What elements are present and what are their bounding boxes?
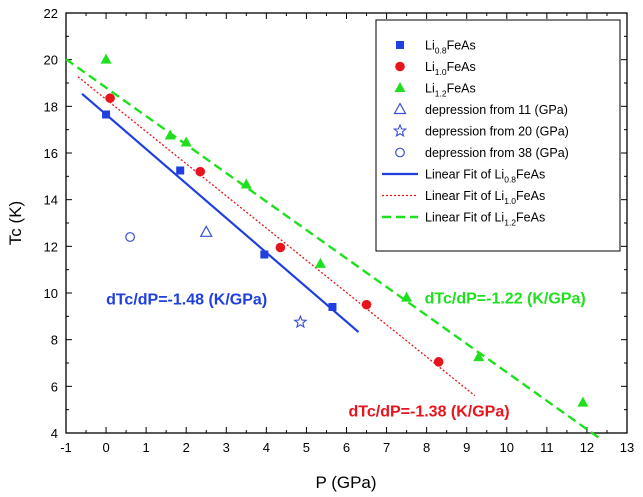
x-tick-label: 8 xyxy=(423,440,430,455)
legend-label: Li1.2FeAs xyxy=(425,82,476,99)
legend-label-part: Linear Fit of xyxy=(425,211,494,225)
fit-lines xyxy=(65,58,600,439)
x-tick-label: 3 xyxy=(223,440,230,455)
legend-label-part: FeAs xyxy=(516,211,545,225)
legend-marker-dep38 xyxy=(395,147,405,158)
x-tick-label: 7 xyxy=(383,440,390,455)
legend-label-subscript: 1.0 xyxy=(435,67,447,77)
legend-label-subscript: 1.2 xyxy=(504,218,516,228)
fit-line-fit08 xyxy=(81,92,360,333)
x-tick-label: 12 xyxy=(580,440,594,455)
annot-fit08: dTc/dP=-1.48 (K/GPa) xyxy=(106,292,267,309)
annot-fit10: dTc/dP=-1.38 (K/GPa) xyxy=(349,404,510,421)
x-tick-label: 1 xyxy=(143,440,150,455)
legend-marker-li08 xyxy=(396,41,404,49)
y-tick-label: 6 xyxy=(51,379,58,394)
fit-line-fit12 xyxy=(65,58,600,439)
legend-label: Li0.8FeAs xyxy=(425,39,476,56)
annot-fit12: dTc/dP=-1.22 (K/GPa) xyxy=(425,291,586,308)
y-tick-label: 22 xyxy=(44,6,58,21)
x-tick-label: 9 xyxy=(463,440,470,455)
data-points xyxy=(100,53,589,407)
point-li08 xyxy=(328,303,337,311)
x-tick-label: 6 xyxy=(343,440,350,455)
y-axis-title: Tc (K) xyxy=(6,201,25,245)
point-dep20 xyxy=(293,314,308,329)
y-tick-label: 14 xyxy=(44,193,58,208)
legend-label: Linear Fit of Li0.8FeAs xyxy=(425,168,545,185)
point-li12 xyxy=(314,257,326,268)
legend-label-part: Li xyxy=(425,39,435,53)
x-tick-label: -1 xyxy=(60,440,72,455)
point-li10 xyxy=(433,357,444,367)
y-tick-label: 12 xyxy=(44,239,58,254)
legend-marker-dep20 xyxy=(392,123,408,138)
point-li10 xyxy=(195,166,206,177)
slope-annotations: dTc/dP=-1.48 (K/GPa) dTc/dP=-1.22 (K/GPa)… xyxy=(106,291,586,421)
legend-label-part: Linear Fit of xyxy=(425,168,494,182)
y-tick-label: 10 xyxy=(44,286,58,301)
y-tick-label: 8 xyxy=(51,333,58,348)
x-axis-title: P (GPa) xyxy=(315,473,376,492)
point-li10 xyxy=(361,299,372,310)
point-dep11 xyxy=(199,225,213,237)
point-li12 xyxy=(401,291,413,302)
point-li12 xyxy=(577,396,589,407)
legend-label-part: FeAs xyxy=(447,60,476,74)
y-tick-label: 4 xyxy=(51,426,58,441)
point-li08 xyxy=(260,250,269,259)
legend-label: Linear Fit of Li1.2FeAs xyxy=(425,211,545,228)
legend-label-subscript: 1.0 xyxy=(504,196,516,206)
legend-label-part: FeAs xyxy=(447,39,476,53)
legend-label-part: Li xyxy=(494,168,504,182)
legend-label-subscript: 1.2 xyxy=(435,89,447,99)
fit-line-fit10 xyxy=(77,76,476,397)
y-tick-label: 18 xyxy=(44,99,58,114)
legend-marker-li12 xyxy=(394,82,406,92)
point-li08 xyxy=(176,166,185,175)
point-li12 xyxy=(100,53,112,64)
x-tick-label: 0 xyxy=(102,440,109,455)
x-tick-label: 4 xyxy=(263,440,270,455)
legend-label-subscript: 0.8 xyxy=(435,46,447,56)
x-tick-label: 10 xyxy=(500,440,514,455)
y-tick-label: 20 xyxy=(44,53,58,68)
x-tick-label: 5 xyxy=(303,440,310,455)
legend-label-part: Li xyxy=(425,60,435,74)
legend-label-part: Li xyxy=(494,189,504,203)
legend-marker-li10 xyxy=(395,61,405,72)
y-tick-label: 16 xyxy=(44,146,58,161)
legend-label: depression from 38 (GPa) xyxy=(425,146,569,160)
x-tick-label: 13 xyxy=(620,440,634,455)
legend-label-part: Li xyxy=(494,211,504,225)
legend-label: Linear Fit of Li1.0FeAs xyxy=(425,189,545,206)
point-li12 xyxy=(164,129,176,140)
x-tick-label: 2 xyxy=(183,440,190,455)
legend-marker-dep11 xyxy=(393,102,407,115)
legend-label-part: FeAs xyxy=(516,168,545,182)
point-li12 xyxy=(180,136,192,147)
legend-label: depression from 20 (GPa) xyxy=(425,125,569,139)
point-li12 xyxy=(473,351,485,362)
point-dep38 xyxy=(125,232,136,242)
point-li12 xyxy=(240,178,252,189)
x-tick-label: 11 xyxy=(540,440,554,455)
legend-label: depression from 11 (GPa) xyxy=(425,103,568,117)
point-li10 xyxy=(275,242,286,253)
legend-label-part: FeAs xyxy=(447,82,476,96)
legend-box xyxy=(375,19,621,252)
point-li10 xyxy=(105,93,115,103)
legend-label-subscript: 0.8 xyxy=(504,175,516,185)
legend-label-part: FeAs xyxy=(516,189,545,203)
legend-label-part: Li xyxy=(425,82,435,96)
point-li08 xyxy=(102,110,111,119)
legend-label: Li1.0FeAs xyxy=(425,60,476,77)
legend-label-part: Linear Fit of xyxy=(425,189,494,203)
